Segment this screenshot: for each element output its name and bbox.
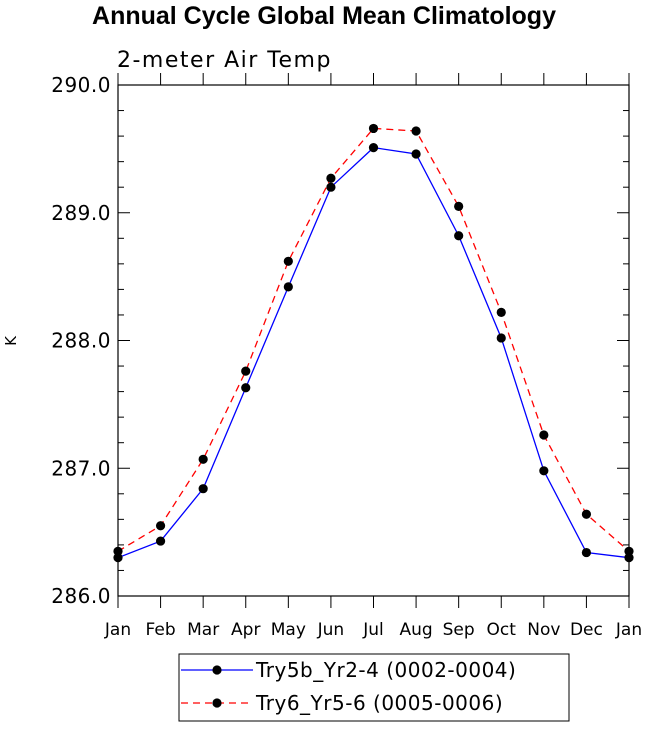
x-tick-label: Aug bbox=[399, 620, 432, 640]
data-point-marker bbox=[155, 536, 166, 546]
legend-marker bbox=[212, 698, 222, 708]
chart-subtitle: 2-meter Air Temp bbox=[117, 48, 332, 73]
plot-area-frame bbox=[117, 84, 630, 597]
x-tick-label: Feb bbox=[146, 620, 176, 640]
chart-title: Annual Cycle Global Mean Climatology bbox=[92, 2, 556, 30]
data-point-marker bbox=[326, 173, 336, 183]
data-point-marker bbox=[368, 123, 379, 134]
x-tick-labels: Jan Feb Mar Apr May Jun Jul Aug Sep Oct Nov Dec Jan bbox=[104, 620, 642, 640]
data-point-marker bbox=[539, 466, 549, 476]
x-tick-label: Dec bbox=[570, 620, 603, 640]
x-tick-label: May bbox=[271, 620, 306, 640]
data-point-marker bbox=[411, 126, 421, 136]
data-point-marker bbox=[411, 149, 421, 159]
x-tick-label: Mar bbox=[187, 620, 219, 640]
data-point-marker bbox=[581, 509, 592, 519]
y-tick-label: 288.0 bbox=[51, 329, 111, 353]
data-point-marker bbox=[198, 454, 208, 464]
data-point-marker bbox=[624, 553, 634, 563]
data-point-marker bbox=[283, 282, 293, 292]
data-point-marker bbox=[113, 546, 123, 556]
y-tick-labels: 286.0 287.0 288.0 289.0 290.0 bbox=[51, 73, 111, 608]
y-tick-label: 289.0 bbox=[51, 201, 111, 225]
legend-label: Try5b_Yr2-4 (0002-0004) bbox=[255, 658, 516, 682]
data-point-marker bbox=[113, 553, 123, 563]
x-tick-label: Oct bbox=[487, 620, 517, 640]
data-point-marker bbox=[454, 231, 464, 241]
series-group bbox=[113, 123, 634, 563]
data-point-marker bbox=[155, 521, 166, 531]
data-point-marker bbox=[496, 333, 506, 343]
series-line bbox=[117, 146, 630, 559]
data-point-marker bbox=[283, 256, 293, 266]
axis-ticks bbox=[117, 73, 630, 608]
legend-marker bbox=[212, 665, 222, 675]
data-point-marker bbox=[368, 142, 379, 153]
y-tick-label: 290.0 bbox=[51, 73, 111, 97]
y-tick-label: 286.0 bbox=[51, 584, 111, 608]
x-tick-label: Sep bbox=[443, 620, 475, 640]
legend-label: Try6_Yr5-6 (0005-0006) bbox=[255, 691, 503, 715]
x-tick-label: Jan bbox=[104, 620, 131, 640]
data-point-marker bbox=[241, 366, 251, 376]
data-point-marker bbox=[496, 307, 506, 317]
legend: Try5b_Yr2-4 (0002-0004) Try6_Yr5-6 (0005-… bbox=[178, 653, 570, 722]
x-tick-label: Jan bbox=[615, 620, 642, 640]
data-point-marker bbox=[326, 182, 336, 192]
legend-box bbox=[178, 653, 570, 722]
x-tick-label: Jun bbox=[317, 620, 345, 640]
data-point-marker bbox=[241, 383, 251, 393]
x-tick-label: Nov bbox=[527, 620, 560, 640]
data-point-marker bbox=[624, 546, 634, 556]
data-point-marker bbox=[581, 547, 592, 558]
data-point-marker bbox=[198, 484, 208, 494]
x-tick-label: Apr bbox=[231, 620, 260, 640]
x-tick-label: Jul bbox=[362, 620, 384, 640]
data-point-marker bbox=[454, 201, 464, 211]
data-point-marker bbox=[539, 430, 549, 440]
y-tick-label: 287.0 bbox=[51, 456, 111, 480]
y-axis-label: K bbox=[2, 335, 20, 346]
